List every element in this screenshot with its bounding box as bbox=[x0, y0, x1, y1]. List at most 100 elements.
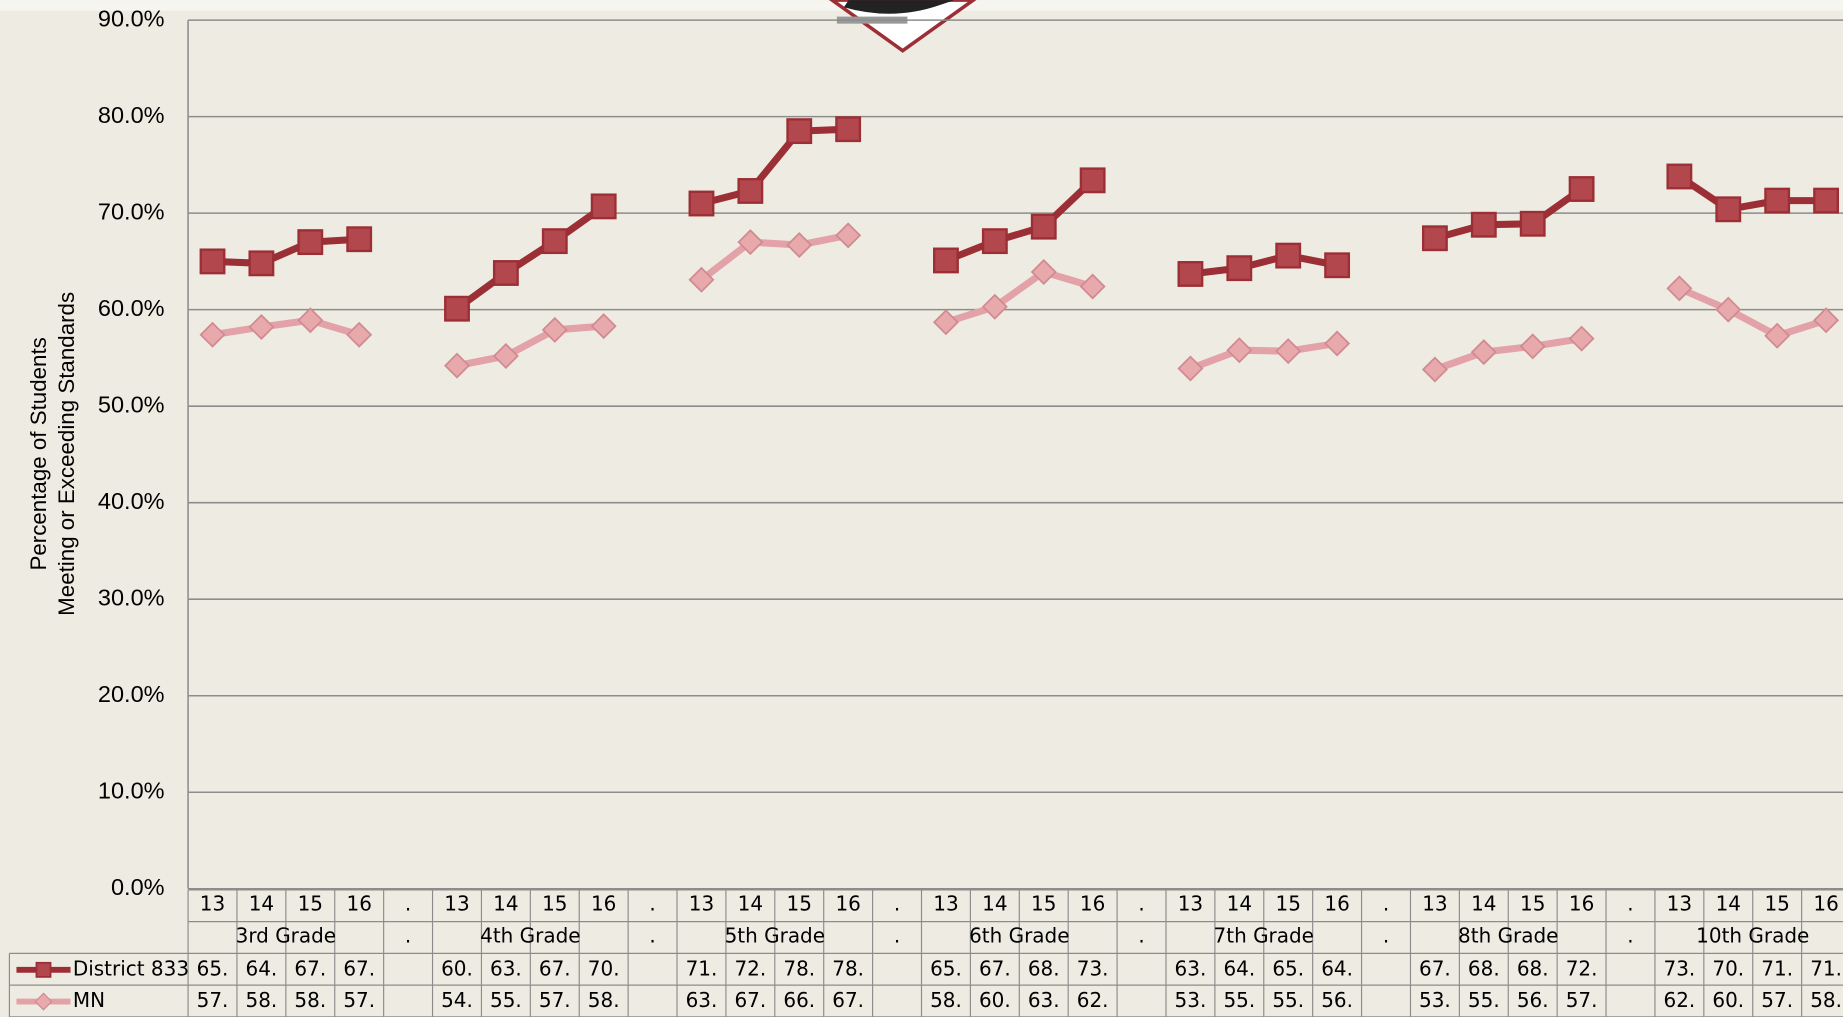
table-value: 65. bbox=[1272, 956, 1304, 980]
group-label: 10th Grade bbox=[1696, 923, 1809, 947]
plot: 0.0% 10.0% 20.0% 30.0% 40.0% 50.0% 60.0% 70.0% 8… bbox=[8, 5, 1843, 1017]
table-value: 65. bbox=[930, 956, 962, 980]
table-value: 68. bbox=[1517, 956, 1549, 980]
table-value: 62. bbox=[1077, 988, 1109, 1012]
marker bbox=[199, 321, 226, 348]
x-tick-label: . bbox=[1627, 892, 1633, 916]
x-tick-label: 16 bbox=[1569, 892, 1594, 916]
x-tick-label: 14 bbox=[493, 892, 518, 916]
table-value: 67. bbox=[539, 956, 571, 980]
marker bbox=[297, 307, 324, 334]
table-value: 57. bbox=[1566, 988, 1598, 1012]
series-line bbox=[212, 125, 1827, 312]
marker bbox=[1079, 273, 1106, 300]
marker bbox=[590, 313, 617, 340]
table-value: 63. bbox=[686, 988, 718, 1012]
marker bbox=[346, 321, 373, 348]
y-tick-label: 60.0% bbox=[98, 295, 165, 321]
table-value: 54. bbox=[441, 988, 473, 1012]
marker bbox=[1226, 337, 1253, 364]
table-value: 58. bbox=[588, 988, 620, 1012]
table-value: 53. bbox=[1419, 988, 1451, 1012]
table-value: 67. bbox=[979, 956, 1011, 980]
marker bbox=[443, 352, 470, 379]
group-label: . bbox=[405, 923, 411, 947]
table-value: 68. bbox=[1468, 956, 1500, 980]
x-tick-label: 15 bbox=[298, 892, 323, 916]
table-value: 67. bbox=[343, 956, 375, 980]
group-label: 4th Grade bbox=[480, 923, 580, 947]
table-value: 67. bbox=[294, 956, 326, 980]
marker bbox=[1226, 255, 1253, 282]
table-value: 55. bbox=[1468, 988, 1500, 1012]
group-label: . bbox=[1627, 923, 1633, 947]
table-value: 55. bbox=[1272, 988, 1304, 1012]
y-axis-title-line: Meeting or Exceeding Standards bbox=[54, 292, 79, 616]
marker bbox=[835, 222, 862, 249]
marker bbox=[444, 295, 470, 322]
table-value: 56. bbox=[1517, 988, 1549, 1012]
table-value: 70. bbox=[1712, 956, 1744, 980]
y-tick-label: 70.0% bbox=[98, 198, 165, 224]
marker bbox=[1275, 338, 1302, 365]
marker bbox=[1421, 225, 1448, 252]
marker bbox=[1666, 163, 1693, 190]
marker bbox=[981, 228, 1008, 255]
table-value: 73. bbox=[1664, 956, 1696, 980]
table-value: 73. bbox=[1077, 956, 1109, 980]
table-value: 58. bbox=[294, 988, 326, 1012]
table-value: 60. bbox=[1712, 988, 1744, 1012]
table-value: 57. bbox=[197, 988, 229, 1012]
x-tick-label: 13 bbox=[1667, 892, 1692, 916]
x-tick-label: 15 bbox=[542, 892, 567, 916]
table-value: 67. bbox=[734, 988, 766, 1012]
marker bbox=[248, 314, 275, 341]
x-tick-label: 15 bbox=[1031, 892, 1056, 916]
group-label: 3rd Grade bbox=[236, 923, 336, 947]
y-tick-label: 30.0% bbox=[98, 584, 165, 610]
x-tick-label: 14 bbox=[1471, 892, 1496, 916]
table-value: 78. bbox=[832, 956, 864, 980]
table-value: 58. bbox=[246, 988, 278, 1012]
marker bbox=[737, 229, 764, 256]
table-value: 67. bbox=[832, 988, 864, 1012]
marker bbox=[1568, 176, 1595, 202]
marker bbox=[248, 250, 275, 277]
group-label: . bbox=[1138, 923, 1144, 947]
marker bbox=[1764, 187, 1791, 214]
y-tick-label: 80.0% bbox=[98, 102, 165, 128]
marker bbox=[1324, 330, 1351, 357]
table-value: 66. bbox=[783, 988, 815, 1012]
marker bbox=[933, 247, 959, 274]
table-value: 78. bbox=[783, 956, 815, 980]
x-tick-label: 13 bbox=[1178, 892, 1203, 916]
group-label: 7th Grade bbox=[1214, 923, 1314, 947]
marker bbox=[1519, 333, 1546, 360]
table-value: 58. bbox=[1810, 988, 1842, 1012]
table-value: 71. bbox=[1761, 956, 1793, 980]
marker bbox=[1177, 261, 1204, 287]
group-label: 5th Grade bbox=[725, 923, 825, 947]
x-tick-label: 16 bbox=[346, 892, 371, 916]
marker bbox=[297, 229, 324, 256]
y-tick-label: 20.0% bbox=[98, 681, 165, 707]
x-tick-label: 14 bbox=[249, 892, 274, 916]
marker bbox=[1519, 210, 1546, 237]
series-line bbox=[211, 231, 1828, 373]
table-value: 68. bbox=[1028, 956, 1060, 980]
x-tick-label: . bbox=[1383, 892, 1389, 916]
table-value: 71. bbox=[1810, 956, 1842, 980]
table-value: 57. bbox=[539, 988, 571, 1012]
marker bbox=[590, 193, 617, 220]
legend-marker bbox=[34, 992, 53, 1011]
marker bbox=[737, 178, 764, 204]
table-value: 64. bbox=[246, 956, 278, 980]
marker bbox=[1666, 275, 1693, 302]
marker bbox=[932, 309, 959, 336]
marker bbox=[1324, 252, 1351, 279]
legend-label: MN bbox=[73, 988, 105, 1012]
x-tick-label: 16 bbox=[1324, 892, 1349, 916]
x-tick-label: 14 bbox=[1227, 892, 1252, 916]
group-label: . bbox=[649, 923, 655, 947]
table-value: 57. bbox=[1761, 988, 1793, 1012]
